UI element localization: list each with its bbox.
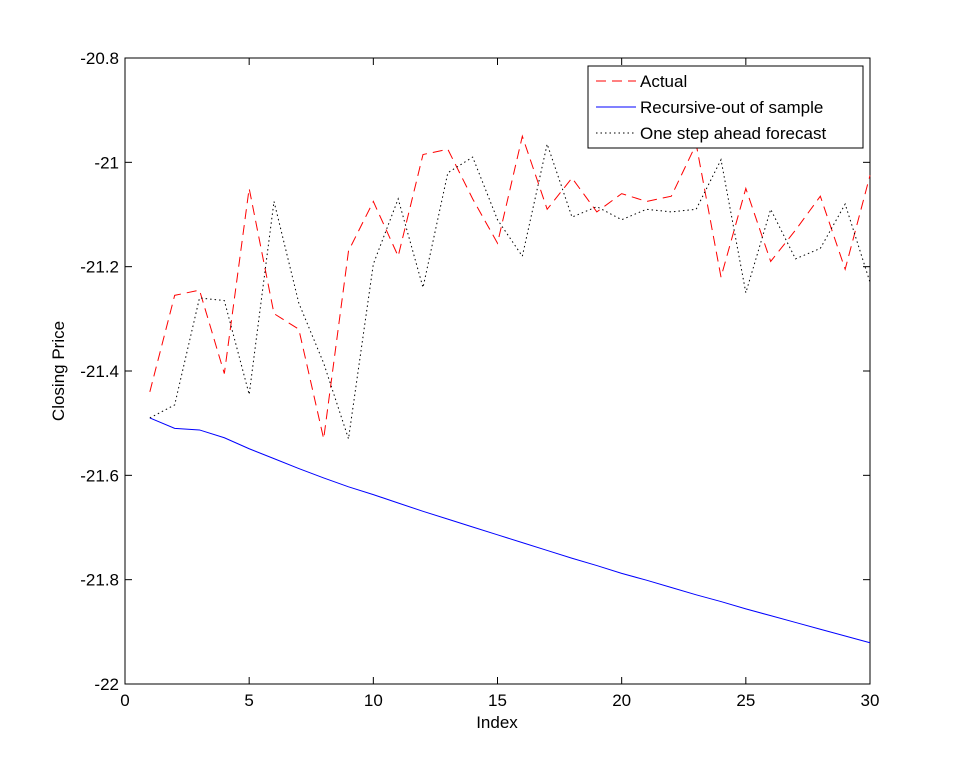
y-tick-label: -21.4 <box>80 362 119 381</box>
y-axis: -22 -21.8 -21.6 -21.4 -21.2 -21 -20.8 <box>80 49 870 694</box>
legend: Actual Recursive-out of sample One step ah… <box>587 65 864 149</box>
y-axis-label: Closing Price <box>49 321 68 421</box>
x-axis-label: Index <box>476 713 518 732</box>
x-tick-label: 10 <box>364 691 383 710</box>
y-tick-label: -21.8 <box>80 571 119 590</box>
x-tick-label: 0 <box>120 691 129 710</box>
y-tick-label: -21 <box>94 153 119 172</box>
x-tick-label: 5 <box>244 691 253 710</box>
legend-label-2: Recursive-out of sample <box>640 98 823 117</box>
x-axis: 0 5 10 15 20 25 30 <box>120 58 879 710</box>
plot-area <box>124 57 871 685</box>
series-line-3 <box>149 142 871 439</box>
series-line-1 <box>149 134 871 439</box>
x-tick-label: 30 <box>861 691 880 710</box>
x-tick-label: 15 <box>488 691 507 710</box>
x-tick-label: 20 <box>612 691 631 710</box>
series-layer <box>149 134 871 644</box>
legend-label-3: One step ahead forecast <box>640 124 826 143</box>
y-tick-label: -22 <box>94 675 119 694</box>
series-line-2 <box>149 417 871 644</box>
x-tick-label: 25 <box>736 691 755 710</box>
y-tick-label: -21.6 <box>80 466 119 485</box>
y-tick-label: -21.2 <box>80 258 119 277</box>
legend-label-1: Actual <box>640 72 687 91</box>
y-tick-label: -20.8 <box>80 49 119 68</box>
